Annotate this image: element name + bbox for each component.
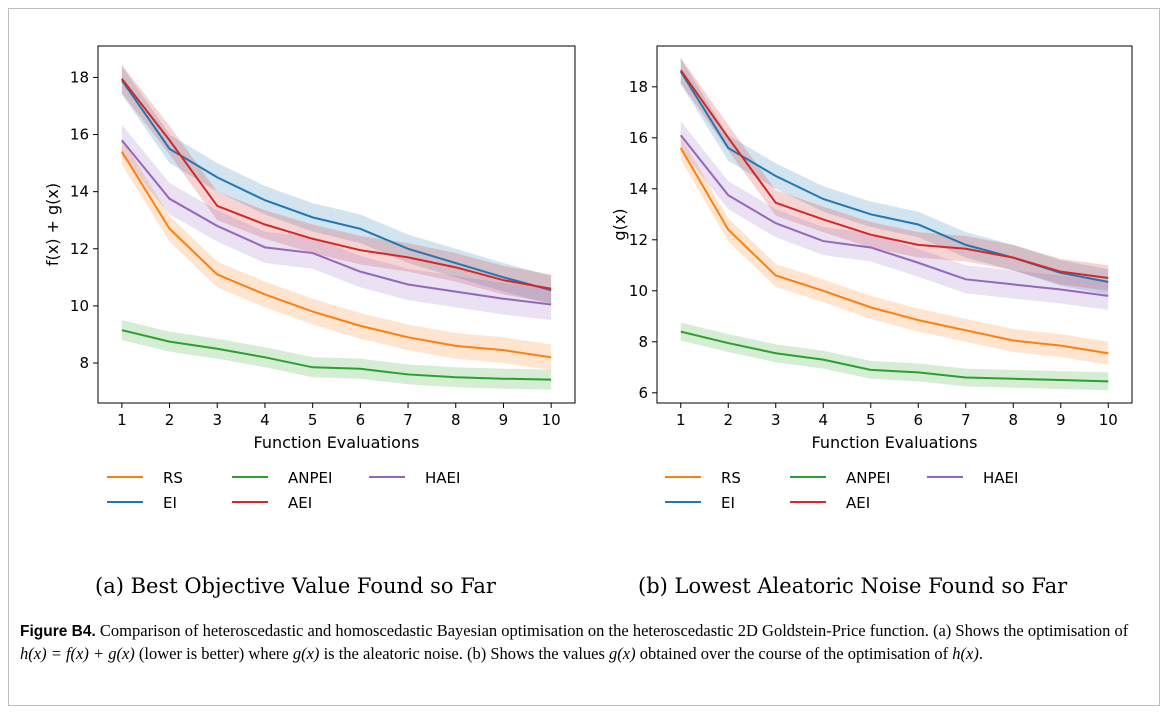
- band-haei: [121, 124, 552, 321]
- x-tick-label: 9: [1056, 411, 1066, 429]
- band-rs: [680, 136, 1109, 365]
- band-rs: [121, 138, 552, 371]
- caption-g: g(x): [292, 644, 320, 663]
- x-tick-label: 10: [542, 411, 561, 429]
- y-tick-label: 18: [70, 68, 89, 86]
- series-line-haei: [121, 139, 552, 306]
- y-tick-label: 8: [638, 333, 648, 351]
- series-line-ei: [121, 79, 552, 292]
- figure-frame: [8, 8, 1160, 706]
- y-tick-label: 12: [70, 240, 89, 258]
- figure-caption: Figure B4. Comparison of heteroscedastic…: [20, 620, 1150, 665]
- x-tick-label: 3: [212, 411, 222, 429]
- x-tick-label: 1: [117, 411, 127, 429]
- band-aei: [680, 57, 1109, 291]
- legend-label-rs: RS: [163, 469, 183, 487]
- x-tick-label: 5: [866, 411, 876, 429]
- y-tick-label: 14: [629, 180, 648, 198]
- y-tick-label: 12: [629, 231, 648, 249]
- series-line-anpei: [680, 330, 1109, 383]
- caption-label: Figure B4.: [20, 623, 96, 640]
- series-line-rs: [679, 147, 1109, 355]
- x-tick-label: 8: [451, 411, 461, 429]
- x-tick-label: 3: [771, 411, 781, 429]
- caption-text-5: .: [978, 644, 983, 663]
- legend-label-aei: AEI: [288, 494, 312, 512]
- legend-label-ei: EI: [163, 494, 177, 512]
- y-tick-label: 10: [629, 282, 648, 300]
- x-tick-label: 6: [913, 411, 923, 429]
- series-line-aei: [121, 78, 552, 290]
- band-ei: [680, 58, 1109, 295]
- series-line-rs: [120, 151, 552, 359]
- x-tick-label: 1: [676, 411, 686, 429]
- x-tick-label: 7: [403, 411, 413, 429]
- x-tick-label: 6: [356, 411, 366, 429]
- y-tick-label: 6: [638, 384, 648, 402]
- subcaption-a: (a) Best Objective Value Found so Far: [95, 574, 496, 598]
- legend-label-rs: RS: [721, 469, 741, 487]
- band-anpei: [680, 322, 1109, 391]
- y-axis-label: g(x): [610, 208, 629, 240]
- x-tick-label: 7: [961, 411, 971, 429]
- y-tick-label: 14: [70, 183, 89, 201]
- legend-label-anpei: ANPEI: [288, 469, 332, 487]
- y-tick-label: 8: [79, 354, 89, 372]
- caption-h: h(x): [952, 644, 979, 663]
- x-tick-label: 2: [723, 411, 733, 429]
- band-anpei: [121, 320, 552, 390]
- x-tick-label: 10: [1099, 411, 1118, 429]
- y-tick-label: 10: [70, 297, 89, 315]
- legend-label-anpei: ANPEI: [846, 469, 890, 487]
- series-line-aei: [679, 69, 1109, 280]
- x-tick-label: 4: [260, 411, 270, 429]
- y-axis-label: f(x) + g(x): [43, 183, 62, 266]
- legend-label-aei: AEI: [846, 494, 870, 512]
- y-tick-label: 16: [629, 129, 648, 147]
- legend-label-ei: EI: [721, 494, 735, 512]
- x-axis-label: Function Evaluations: [254, 433, 420, 452]
- series-line-haei: [679, 134, 1109, 297]
- x-tick-label: 8: [1008, 411, 1018, 429]
- x-tick-label: 9: [499, 411, 509, 429]
- y-tick-label: 16: [70, 126, 89, 144]
- caption-formula: h(x) = f(x) + g(x): [20, 644, 135, 663]
- legend-label-haei: HAEI: [425, 469, 460, 487]
- x-tick-label: 2: [165, 411, 175, 429]
- subcaption-b: (b) Lowest Aleatoric Noise Found so Far: [638, 574, 1068, 598]
- caption-text-3: is the aleatoric noise. (b) Shows the va…: [319, 644, 610, 663]
- legend-label-haei: HAEI: [983, 469, 1018, 487]
- x-axis-label: Function Evaluations: [812, 433, 978, 452]
- x-tick-label: 4: [818, 411, 828, 429]
- y-tick-label: 18: [629, 78, 648, 96]
- caption-g2: g(x): [609, 644, 636, 663]
- x-tick-label: 5: [308, 411, 318, 429]
- series-line-anpei: [121, 329, 552, 381]
- plot-area-frame: [656, 45, 1133, 404]
- caption-text-2: (lower is better) where: [134, 644, 293, 663]
- plot-area-frame: [97, 45, 576, 404]
- caption-text-4: obtained over the course of the optimisa…: [635, 644, 953, 663]
- caption-text-1: Comparison of heteroscedastic and homosc…: [95, 621, 1129, 640]
